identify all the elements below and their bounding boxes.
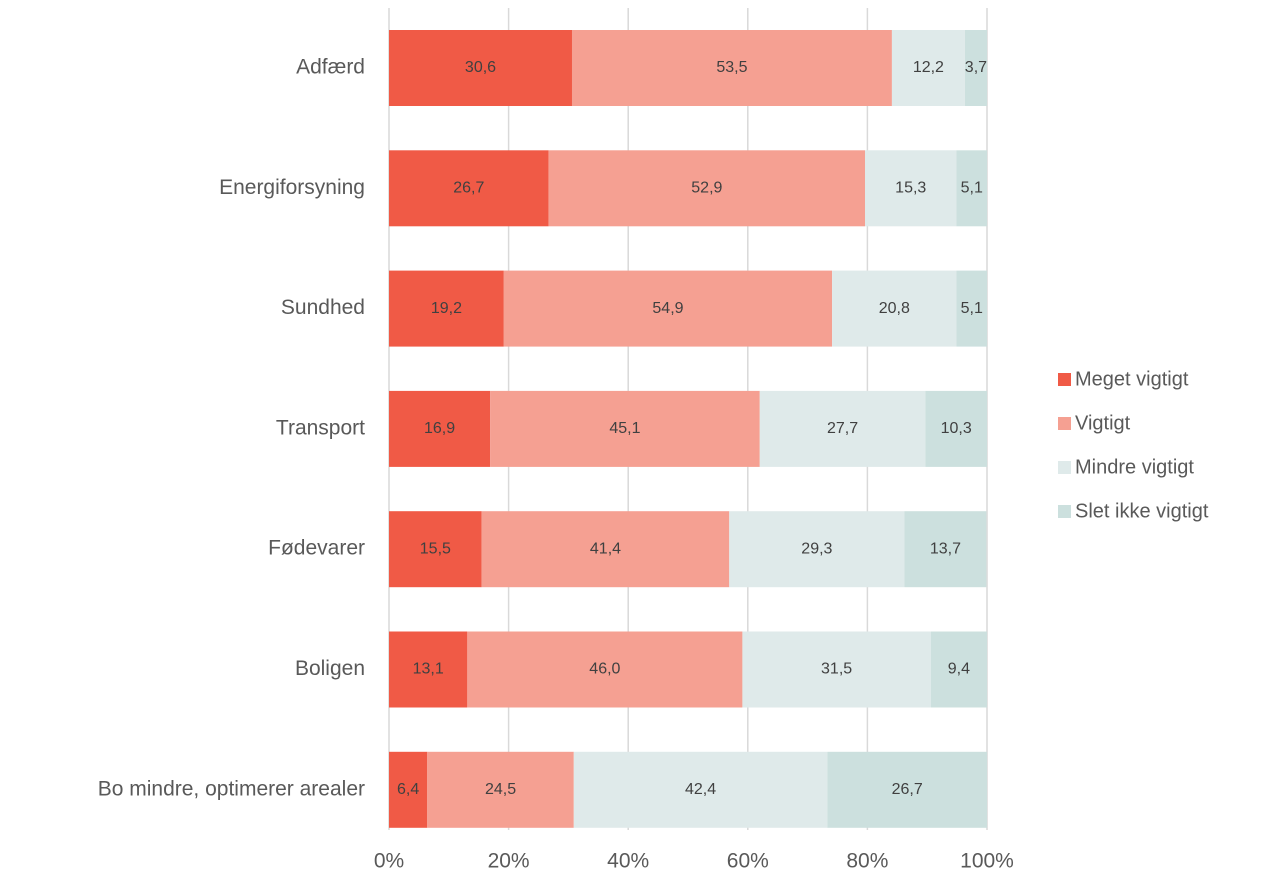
y-tick-label: Energiforsyning: [219, 176, 365, 199]
bar-segment: [729, 511, 905, 588]
data-label: 9,4: [948, 661, 970, 678]
data-label: 10,3: [941, 420, 972, 437]
bar-segment: [548, 150, 866, 227]
data-label: 15,5: [420, 540, 451, 557]
bar-segment: [956, 270, 987, 347]
y-tick-label: Boligen: [295, 657, 365, 680]
bar-segment: [490, 390, 760, 467]
legend-label: Vigtigt: [1075, 412, 1131, 434]
data-label: 41,4: [590, 540, 621, 557]
data-label: 46,0: [589, 661, 620, 678]
bar-segment: [571, 30, 892, 106]
data-label: 20,8: [879, 300, 910, 317]
data-label: 53,5: [716, 59, 747, 76]
bar-segment: [389, 30, 572, 106]
data-label: 45,1: [609, 420, 640, 437]
bar-segment: [865, 150, 957, 227]
bar-segment: [427, 751, 574, 828]
data-label: 12,2: [913, 59, 944, 76]
x-tick-label: 0%: [374, 850, 404, 873]
data-label: 19,2: [431, 300, 462, 317]
bar-segment: [827, 751, 987, 828]
data-label: 26,7: [892, 781, 923, 798]
data-label: 5,1: [961, 300, 983, 317]
bar-segment: [742, 631, 931, 708]
y-tick-label: Bo mindre, optimerer arealer: [98, 777, 365, 800]
data-label: 5,1: [961, 180, 983, 197]
bar-segment: [904, 511, 987, 588]
bar-segment: [389, 631, 468, 708]
bar-segment: [389, 751, 428, 828]
bar-segment: [389, 511, 482, 588]
y-tick-label: Fødevarer: [268, 537, 365, 560]
legend-swatch: [1058, 373, 1071, 386]
data-label: 24,5: [485, 781, 516, 798]
bar-segment: [573, 751, 828, 828]
bar-segment: [467, 631, 743, 708]
data-label: 26,7: [453, 180, 484, 197]
data-label: 42,4: [685, 781, 716, 798]
data-label: 30,6: [465, 59, 496, 76]
legend-swatch: [1058, 505, 1071, 518]
data-label: 3,7: [965, 59, 987, 76]
data-label: 31,5: [821, 661, 852, 678]
data-label: 29,3: [801, 540, 832, 557]
bar-segment: [925, 390, 987, 467]
data-label: 27,7: [827, 420, 858, 437]
bar-segment: [389, 270, 504, 347]
legend-label: Mindre vigtigt: [1075, 456, 1194, 478]
bar-segment: [956, 150, 987, 227]
x-tick-label: 80%: [846, 850, 888, 873]
data-label: 52,9: [691, 180, 722, 197]
bar-segment: [503, 270, 833, 347]
data-label: 15,3: [895, 180, 926, 197]
y-tick-label: Adfærd: [296, 56, 365, 79]
legend-swatch: [1058, 461, 1071, 474]
bar-segment: [964, 30, 987, 106]
x-tick-label: 100%: [960, 850, 1014, 873]
x-tick-label: 40%: [607, 850, 649, 873]
legend-label: Meget vigtigt: [1075, 368, 1189, 390]
legend-label: Slet ikke vigtigt: [1075, 500, 1209, 522]
data-label: 13,7: [930, 540, 961, 557]
bar-segment: [389, 150, 549, 227]
bar-segment: [930, 631, 987, 708]
y-tick-label: Transport: [276, 416, 365, 439]
y-tick-label: Sundhed: [281, 296, 365, 319]
legend-swatch: [1058, 417, 1071, 430]
x-tick-label: 60%: [727, 850, 769, 873]
bar-segment: [759, 390, 926, 467]
bar-segment: [832, 270, 957, 347]
bar-segment: [891, 30, 965, 106]
data-label: 16,9: [424, 420, 455, 437]
data-label: 6,4: [397, 781, 419, 798]
bar-segment: [481, 511, 730, 588]
data-label: 13,1: [413, 661, 444, 678]
x-tick-label: 20%: [488, 850, 530, 873]
bar-segment: [389, 390, 491, 467]
data-label: 54,9: [652, 300, 683, 317]
